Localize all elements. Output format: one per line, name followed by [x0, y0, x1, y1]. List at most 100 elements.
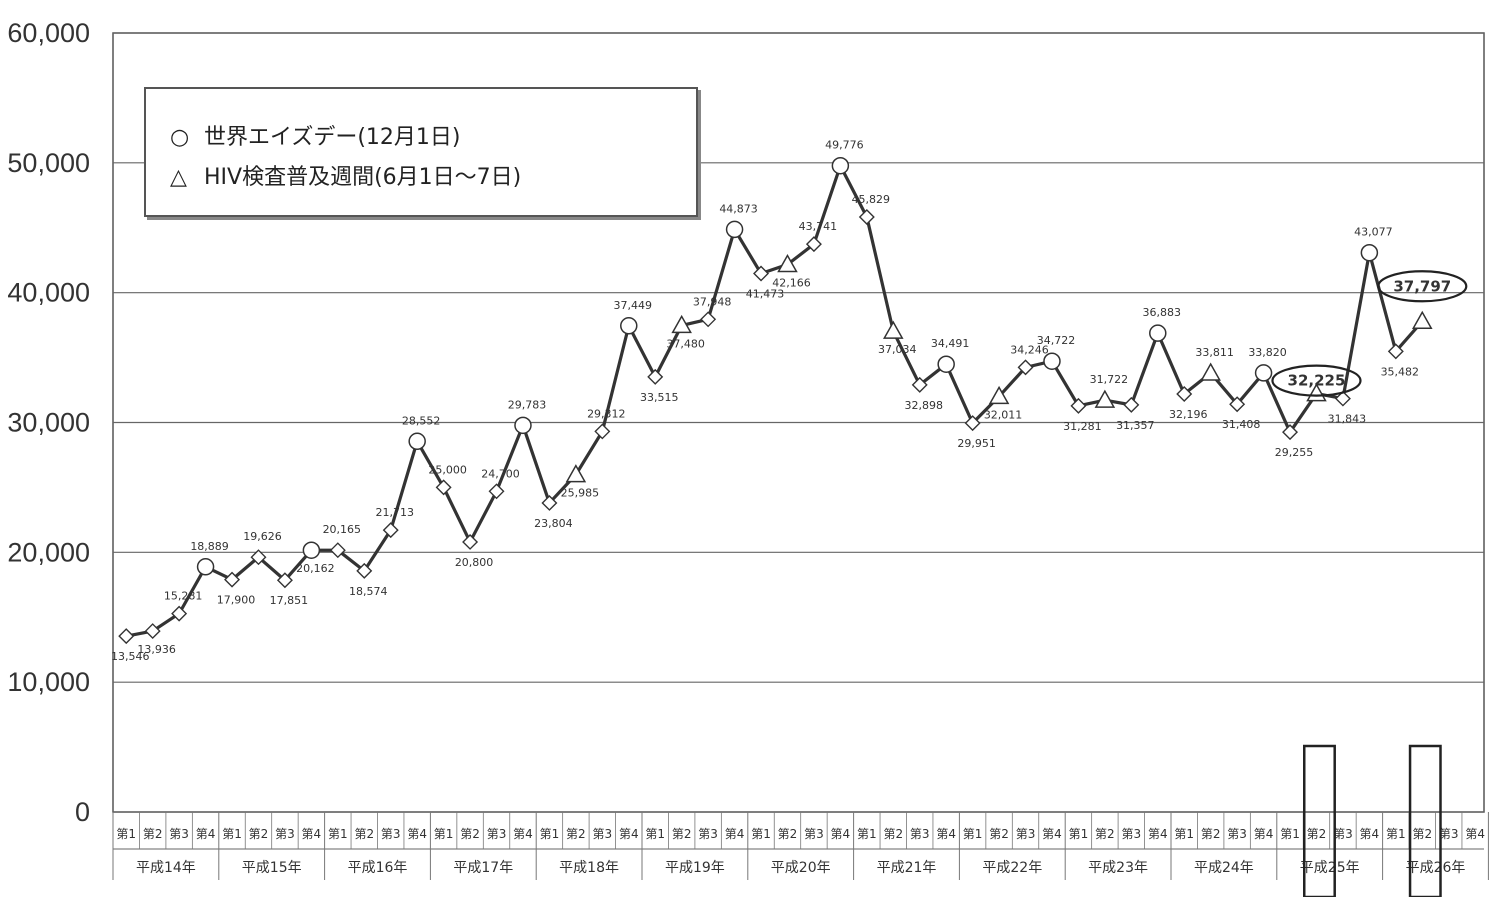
quarter-label: 第4	[513, 827, 533, 841]
quarter-label: 第2	[354, 827, 374, 841]
data-point-diamond	[594, 423, 611, 440]
data-point-diamond	[144, 623, 161, 640]
legend-label-hiv-test-week: HIV検査普及週間(6月1日〜7日)	[204, 165, 522, 190]
data-label: 33,515	[640, 391, 679, 404]
data-point-diamond	[224, 571, 241, 588]
year-label: 平成18年	[559, 860, 619, 876]
data-label: 34,722	[1037, 334, 1076, 347]
legend-label-world-aids-day: 世界エイズデー(12月1日)	[204, 125, 461, 150]
data-label: 31,281	[1063, 420, 1102, 433]
quarter-label: 第1	[1386, 827, 1406, 841]
legend-item-world-aids-day: ○ 世界エイズデー(12月1日)	[170, 119, 461, 151]
year-label: 平成21年	[877, 860, 937, 876]
quarter-label: 第3	[804, 827, 824, 841]
data-label: 19,626	[243, 530, 282, 543]
quarter-label: 第4	[619, 827, 639, 841]
year-label: 平成24年	[1194, 860, 1254, 876]
data-point-diamond	[488, 483, 505, 500]
highlight-ellipse	[1377, 270, 1468, 303]
quarter-label: 第3	[698, 827, 718, 841]
data-point-diamond	[858, 208, 875, 225]
data-label: 49,776	[825, 139, 864, 152]
quarter-label: 第3	[275, 827, 295, 841]
data-point-circle	[831, 156, 850, 175]
y-tick-label: 0	[75, 797, 90, 827]
data-label: 13,936	[137, 643, 176, 656]
quarter-label: 第3	[910, 827, 930, 841]
quarter-label: 第2	[143, 827, 163, 841]
data-label: 43,741	[799, 220, 838, 233]
quarter-label: 第1	[645, 827, 665, 841]
year-label: 平成25年	[1300, 860, 1360, 876]
quarter-label: 第1	[1280, 827, 1300, 841]
data-point-circle	[408, 432, 426, 451]
data-point-diamond	[753, 265, 770, 282]
data-point-diamond	[118, 628, 135, 645]
quarter-label: 第2	[672, 827, 692, 841]
y-tick-label: 20,000	[7, 537, 90, 567]
data-point-circle	[302, 541, 321, 559]
data-point-diamond	[1334, 390, 1351, 407]
data-label: 29,783	[508, 398, 547, 411]
quarter-label: 第3	[1333, 827, 1353, 841]
data-label: 37,948	[693, 295, 732, 308]
data-label: 18,574	[349, 585, 388, 598]
data-point-diamond	[805, 236, 822, 253]
data-point-circle	[725, 220, 744, 239]
quarter-label: 第3	[487, 827, 507, 841]
quarter-label: 第1	[1174, 827, 1194, 841]
data-point-triangle	[565, 464, 587, 483]
data-point-diamond	[911, 376, 928, 393]
data-label: 31,357	[1116, 419, 1155, 432]
quarter-label: 第4	[936, 827, 956, 841]
data-label: 28,552	[402, 414, 441, 427]
data-label: 37,034	[878, 343, 917, 356]
data-point-circle	[1043, 352, 1061, 370]
data-label: 13,546	[111, 650, 150, 663]
data-point-diamond	[647, 368, 664, 385]
data-label: 41,473	[746, 288, 785, 301]
data-label: 34,491	[931, 337, 970, 350]
quarter-label: 第1	[1069, 827, 1089, 841]
quarter-label: 第1	[116, 827, 136, 841]
data-point-diamond	[1070, 397, 1087, 414]
data-label: 35,482	[1381, 365, 1420, 378]
year-label: 平成17年	[453, 860, 513, 876]
data-point-diamond	[1229, 396, 1246, 413]
year-label: 平成20年	[771, 860, 831, 876]
quarter-label: 第2	[778, 827, 798, 841]
data-point-diamond	[1123, 396, 1140, 413]
quarter-label: 第1	[434, 827, 454, 841]
quarter-label: 第2	[566, 827, 586, 841]
quarter-label: 第4	[1360, 827, 1380, 841]
data-point-diamond	[1176, 385, 1193, 402]
data-label: 32,011	[984, 408, 1023, 421]
data-label: 17,851	[270, 594, 309, 607]
quarter-label: 第2	[1412, 827, 1432, 841]
data-label: 25,000	[428, 463, 467, 476]
quarter-label: 第3	[593, 827, 613, 841]
data-point-circle	[1254, 364, 1273, 382]
data-point-circle	[937, 355, 955, 373]
data-label: 29,255	[1275, 446, 1314, 459]
y-tick-label: 40,000	[7, 278, 90, 308]
data-point-circle	[196, 558, 215, 576]
data-label: 15,281	[164, 590, 203, 603]
data-point-diamond	[964, 415, 981, 432]
data-point-diamond	[356, 562, 373, 579]
data-label: 34,246	[1010, 343, 1049, 356]
data-label: 45,829	[852, 193, 891, 206]
year-label: 平成22年	[982, 860, 1042, 876]
quarter-label: 第3	[1227, 827, 1247, 841]
data-label: 25,985	[561, 487, 600, 500]
data-label: 23,804	[534, 517, 573, 530]
data-point-triangle	[1094, 389, 1116, 408]
data-point-diamond	[171, 605, 188, 622]
quarter-label: 第2	[883, 827, 903, 841]
data-point-diamond	[1282, 424, 1299, 441]
data-label: 32,898	[904, 399, 943, 412]
quarter-label: 第4	[407, 827, 427, 841]
highlight-ellipse	[1271, 364, 1362, 397]
data-label: 33,820	[1248, 346, 1287, 359]
